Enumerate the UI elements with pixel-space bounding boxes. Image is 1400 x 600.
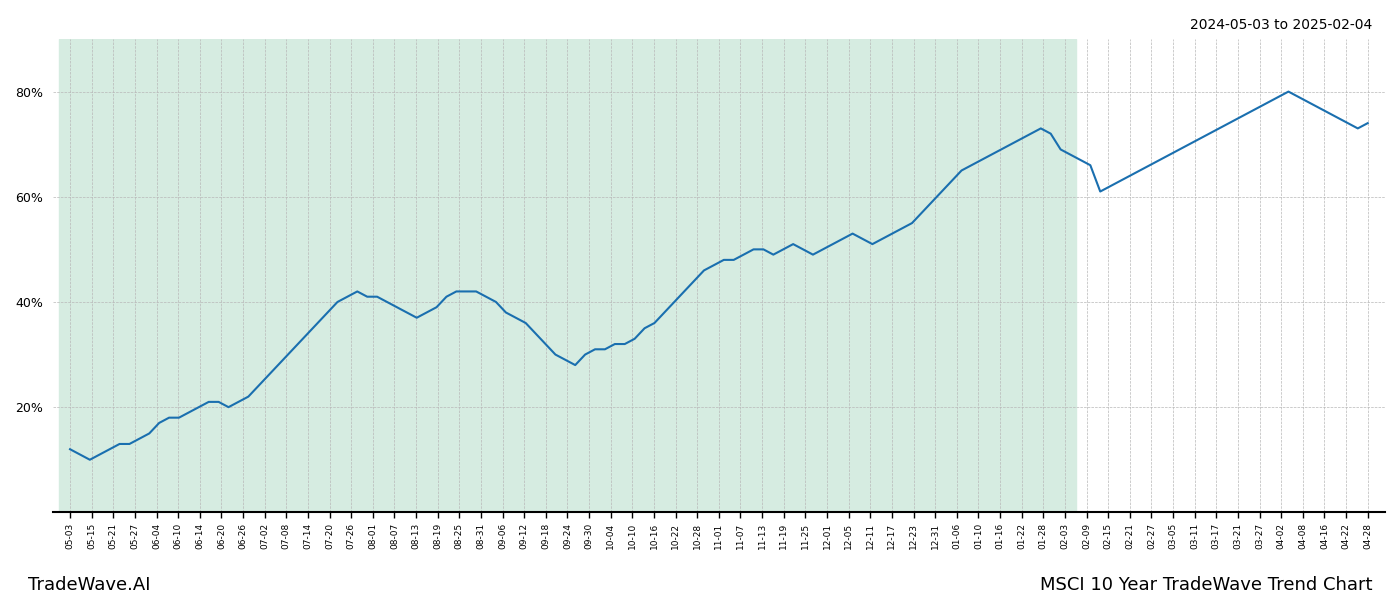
Bar xyxy=(59,39,1075,512)
Text: 2024-05-03 to 2025-02-04: 2024-05-03 to 2025-02-04 xyxy=(1190,18,1372,32)
Text: MSCI 10 Year TradeWave Trend Chart: MSCI 10 Year TradeWave Trend Chart xyxy=(1039,576,1372,594)
Text: TradeWave.AI: TradeWave.AI xyxy=(28,576,151,594)
